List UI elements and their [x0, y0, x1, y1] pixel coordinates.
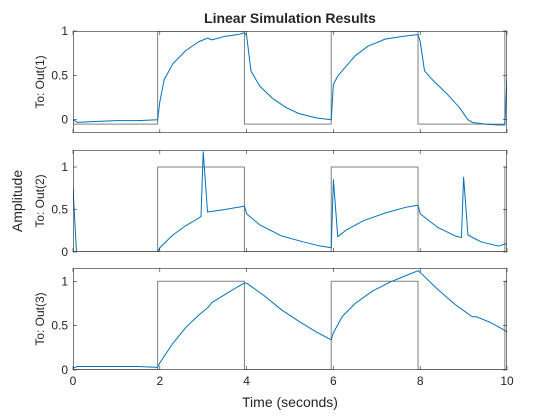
axes-box	[73, 268, 507, 370]
y-tick-label: 0.5	[51, 68, 68, 82]
axes-box	[73, 150, 507, 252]
x-tick-label: 8	[417, 374, 424, 388]
plot-area	[73, 31, 507, 133]
subplot-y-label: To: Out(2)	[33, 174, 47, 227]
x-tick-label: 2	[156, 374, 163, 388]
series-group	[73, 31, 507, 126]
response-line	[73, 270, 507, 369]
axes-box	[73, 31, 507, 133]
y-tick-label: 0	[61, 363, 68, 377]
subplot-2: 0 0.5 1 To: Out(2)	[33, 150, 508, 259]
response-line	[73, 151, 507, 252]
y-tick-label: 0.5	[51, 319, 68, 333]
x-axis-label: Time (seconds)	[242, 394, 338, 410]
plot-area	[73, 268, 507, 370]
subplot-y-label: To: Out(3)	[33, 292, 47, 345]
chart-title: Linear Simulation Results	[204, 10, 376, 26]
x-tick-label: 10	[500, 374, 514, 388]
y-tick-label: 1	[61, 160, 68, 174]
shared-y-axis-label: Amplitude	[9, 170, 25, 232]
input-line	[73, 280, 507, 370]
input-line	[73, 166, 507, 252]
series-group	[73, 151, 507, 252]
plot-area	[73, 150, 507, 252]
x-tick-label: 0	[70, 374, 77, 388]
y-tick-label: 1	[61, 24, 68, 38]
subplot-y-label: To: Out(1)	[33, 55, 47, 108]
series-group	[73, 270, 507, 370]
y-tick-label: 0	[61, 113, 68, 127]
y-tick-label: 0	[61, 245, 68, 259]
subplot-1: 0 0.5 1 To: Out(1)	[33, 24, 508, 133]
y-tick-label: 1	[61, 274, 68, 288]
input-line	[73, 31, 507, 125]
x-tick-label: 6	[330, 374, 337, 388]
x-tick-label: 4	[243, 374, 250, 388]
y-tick-label: 0.5	[51, 203, 68, 217]
response-line	[73, 32, 507, 126]
